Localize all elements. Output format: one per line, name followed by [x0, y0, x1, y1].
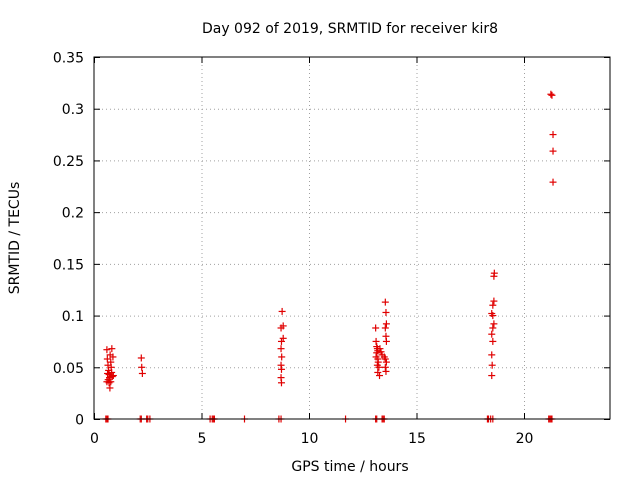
- data-point: [381, 324, 389, 332]
- data-point: [138, 363, 146, 371]
- y-tick-label: 0.25: [53, 154, 84, 170]
- data-point: [381, 355, 389, 363]
- data-point: [377, 348, 385, 356]
- data-point: [279, 322, 287, 330]
- data-point: [103, 346, 111, 354]
- x-tick-label: 10: [301, 431, 319, 447]
- data-point: [489, 324, 497, 332]
- data-point: [382, 367, 390, 375]
- data-point: [277, 379, 285, 387]
- data-point: [489, 337, 497, 345]
- data-point: [138, 369, 146, 377]
- data-point: [376, 345, 384, 353]
- y-tick-label: 0.35: [53, 51, 84, 67]
- data-point: [376, 372, 384, 380]
- x-axis-label: GPS time / hours: [291, 459, 408, 475]
- data-point: [488, 310, 496, 318]
- data-point: [103, 355, 111, 363]
- data-point: [549, 147, 557, 155]
- data-point: [547, 90, 555, 98]
- data-point: [488, 330, 496, 338]
- data-point: [374, 358, 382, 366]
- x-tick-label: 0: [90, 431, 99, 447]
- y-tick-label: 0.05: [53, 361, 84, 377]
- data-point: [278, 353, 286, 361]
- y-tick-label: 0.1: [62, 309, 84, 325]
- data-point: [382, 308, 390, 316]
- y-tick-label: 0.3: [62, 102, 84, 118]
- data-point: [381, 363, 389, 371]
- data-point: [374, 368, 382, 376]
- y-axis-label: SRMTID / TECUs: [7, 182, 23, 295]
- data-point: [488, 361, 496, 369]
- data-point: [489, 301, 497, 309]
- data-point: [137, 354, 145, 362]
- data-point: [108, 373, 116, 381]
- data-point: [373, 349, 381, 357]
- y-tick-label: 0.2: [62, 206, 84, 222]
- data-point: [277, 365, 285, 373]
- chart-title: Day 092 of 2019, SRMTID for receiver kir…: [202, 21, 498, 37]
- data-point: [277, 345, 285, 353]
- grid: [94, 57, 610, 419]
- data-point: [488, 372, 496, 380]
- data-point: [372, 337, 380, 345]
- data-point: [549, 131, 557, 139]
- data-point: [108, 345, 116, 353]
- data-point: [548, 91, 556, 99]
- y-tick-label: 0.15: [53, 257, 84, 273]
- data-point: [106, 384, 114, 392]
- data-point: [382, 358, 390, 366]
- data-point: [278, 307, 286, 315]
- x-tick-label: 15: [408, 431, 426, 447]
- data-point: [109, 353, 117, 361]
- x-tick-label: 20: [516, 431, 534, 447]
- data-point: [279, 334, 287, 342]
- data-point: [549, 178, 557, 186]
- data-point: [103, 378, 111, 386]
- data-point: [104, 369, 112, 377]
- data-point: [490, 269, 498, 277]
- axis-ticks: 0 0.05 0.1 0.15 0.2 0.25 0.3 0.35 0 5 10 15 20: [53, 51, 610, 447]
- data-point: [382, 337, 390, 345]
- data-point: [372, 324, 380, 332]
- data-point: [381, 298, 389, 306]
- data-point: [382, 320, 390, 328]
- y-tick-label: 0: [75, 413, 84, 429]
- data-point: [108, 368, 116, 376]
- data-point: [490, 320, 498, 328]
- x-tick-label: 5: [198, 431, 207, 447]
- data-point: [277, 337, 285, 345]
- data-point: [375, 363, 383, 371]
- data-point: [109, 372, 117, 380]
- data-point: [490, 297, 498, 305]
- data-point: [488, 351, 496, 359]
- plot-frame: [93, 56, 611, 420]
